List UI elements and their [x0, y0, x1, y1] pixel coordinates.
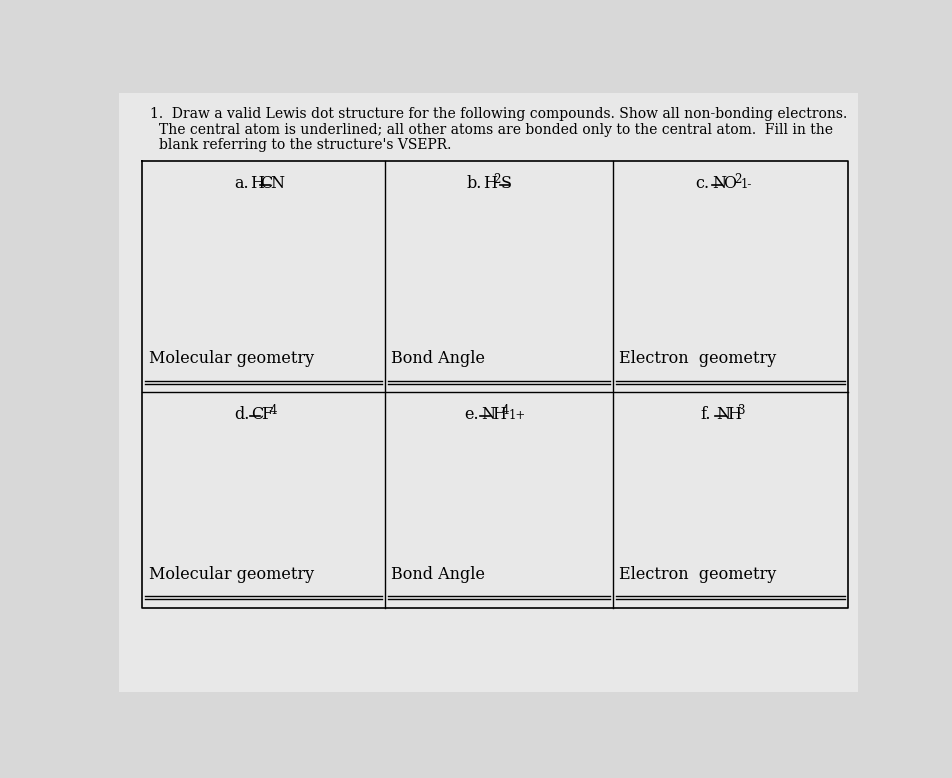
- Text: C: C: [251, 406, 264, 423]
- Text: C: C: [260, 175, 272, 192]
- Text: The central atom is underlined; all other atoms are bonded only to the central a: The central atom is underlined; all othe…: [159, 123, 833, 137]
- Text: Bond Angle: Bond Angle: [390, 566, 485, 583]
- Text: Bond Angle: Bond Angle: [390, 350, 485, 367]
- Text: f.: f.: [700, 406, 710, 423]
- Text: b.: b.: [466, 175, 481, 192]
- Text: c.: c.: [695, 175, 708, 192]
- Text: 2: 2: [733, 173, 741, 186]
- Text: Molecular geometry: Molecular geometry: [149, 350, 313, 367]
- Text: Molecular geometry: Molecular geometry: [149, 566, 313, 583]
- Text: H: H: [726, 406, 741, 423]
- Text: H: H: [491, 406, 506, 423]
- Text: Electron  geometry: Electron geometry: [619, 566, 776, 583]
- Text: N: N: [716, 406, 729, 423]
- Text: 4: 4: [502, 404, 509, 417]
- Text: d.: d.: [234, 406, 249, 423]
- Text: F: F: [261, 406, 272, 423]
- Text: e.: e.: [464, 406, 478, 423]
- Text: Electron  geometry: Electron geometry: [619, 350, 776, 367]
- Text: 3: 3: [737, 404, 744, 417]
- Text: N: N: [270, 175, 285, 192]
- Text: N: N: [712, 175, 725, 192]
- Text: 4: 4: [269, 404, 277, 417]
- Text: 2: 2: [493, 173, 501, 186]
- Text: N: N: [481, 406, 494, 423]
- Text: 1.  Draw a valid Lewis dot structure for the following compounds. Show all non-b: 1. Draw a valid Lewis dot structure for …: [150, 107, 846, 121]
- Text: a.: a.: [234, 175, 248, 192]
- FancyBboxPatch shape: [119, 93, 857, 692]
- Text: 1+: 1+: [507, 409, 525, 422]
- Text: O: O: [723, 175, 736, 192]
- Text: S: S: [500, 175, 511, 192]
- Text: 1-: 1-: [740, 178, 751, 191]
- Text: H: H: [249, 175, 264, 192]
- Text: blank referring to the structure's VSEPR.: blank referring to the structure's VSEPR…: [159, 138, 451, 152]
- Text: H: H: [483, 175, 497, 192]
